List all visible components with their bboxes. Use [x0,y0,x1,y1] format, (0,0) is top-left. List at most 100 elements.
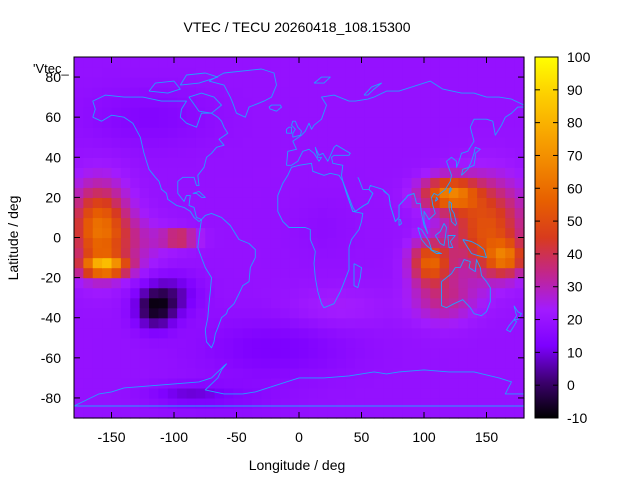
heatmap-cell [92,337,103,349]
heatmap-cell [149,167,159,178]
heatmap-cell [149,237,159,249]
heatmap-cell [233,227,244,239]
heatmap-cell [167,287,178,299]
heatmap-cell [411,67,422,78]
heatmap-cell [111,57,122,68]
heatmap-cell [167,277,178,289]
heatmap-cell [195,307,206,319]
heatmap-cell [308,247,319,259]
heatmap-cell [355,147,366,158]
heatmap-cell [345,367,356,379]
heatmap-cell [252,137,263,148]
heatmap-cell [149,127,159,138]
heatmap-cell [233,407,244,419]
heatmap-cell [149,347,159,359]
heatmap-cell [158,307,169,319]
heatmap-cell [355,357,366,369]
heatmap-cell [345,227,356,239]
heatmap-cell [214,77,225,88]
heatmap-cell [439,87,450,98]
heatmap-cell [449,337,459,349]
heatmap-cell [74,277,84,289]
coast-antarctica [73,363,524,407]
heatmap-cell [130,357,141,369]
heatmap-cell [299,357,309,369]
heatmap-cell [252,177,263,188]
heatmap-cell [92,77,103,88]
heatmap-cell [327,77,338,88]
heatmap-cell [270,97,281,108]
coast-north-america [92,94,229,222]
heatmap-cell [514,77,525,88]
heatmap-cell [270,107,281,118]
heatmap-cell [430,267,441,279]
heatmap-cell [289,277,300,289]
heatmap-cell [280,407,291,419]
heatmap-cell [214,187,225,198]
heatmap-cell [139,217,150,229]
heatmap-cell [505,57,516,68]
heatmap-cell [505,407,516,419]
heatmap-cell [486,177,497,188]
heatmap-cell [345,137,356,148]
heatmap-cell [130,387,141,399]
heatmap-cell [430,197,441,209]
heatmap-cell [495,217,506,229]
heatmap-cell [392,227,403,239]
heatmap-cell [383,147,394,158]
heatmap-cell [177,87,188,98]
heatmap-cell [458,77,469,88]
heatmap-cell [149,287,159,299]
heatmap-cell [261,267,272,279]
heatmap-cell [83,227,94,239]
heatmap-cell [252,67,263,78]
heatmap-cell [486,117,497,128]
heatmap-cell [149,357,159,369]
heatmap-cell [102,247,113,259]
heatmap-cell [327,197,338,209]
heatmap-cell [149,107,159,118]
heatmap-cell [139,367,150,379]
heatmap-cell [477,197,488,209]
heatmap-cell [495,197,506,209]
heatmap-cell [420,227,431,239]
heatmap-cell [374,227,384,239]
heatmap-cell [120,217,131,229]
heatmap-cell [477,297,488,309]
heatmap-cell [364,217,375,229]
heatmap-cell [261,177,272,188]
heatmap-cell [83,147,94,158]
heatmap-cell [449,57,459,68]
heatmap-cell [355,217,366,229]
heatmap-cell [242,407,253,419]
heatmap-cell [439,227,450,239]
heatmap-cell [130,237,141,249]
heatmap-cell [280,127,291,138]
heatmap-cell [505,387,516,399]
heatmap-cell [514,387,525,399]
heatmap-cell [486,67,497,78]
heatmap-cell [392,167,403,178]
heatmap-cell [458,167,469,178]
heatmap-cell [392,267,403,279]
heatmap-cell [74,347,84,359]
heatmap-cell [233,157,244,168]
heatmap-cell [149,67,159,78]
heatmap-cell [317,237,328,249]
heatmap-cell [458,337,469,349]
heatmap-cell [374,367,384,379]
heatmap-cell [299,77,309,88]
heatmap-cell [467,77,478,88]
heatmap-cell [392,137,403,148]
heatmap-cell [289,107,300,118]
heatmap-cell [439,177,450,188]
heatmap-cell [364,117,375,128]
heatmap-cell [139,387,150,399]
heatmap-cell [345,337,356,349]
heatmap-cell [317,407,328,419]
heatmap-cell [505,277,516,289]
heatmap-cell [327,277,338,289]
heatmap-cell [374,147,384,158]
heatmap-cell [383,267,394,279]
heatmap-cell [167,387,178,399]
